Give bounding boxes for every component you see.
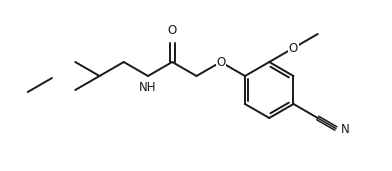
- Text: O: O: [289, 42, 298, 55]
- Text: O: O: [216, 56, 225, 69]
- Text: N: N: [341, 123, 350, 136]
- Text: O: O: [168, 24, 177, 37]
- Text: NH: NH: [139, 81, 157, 94]
